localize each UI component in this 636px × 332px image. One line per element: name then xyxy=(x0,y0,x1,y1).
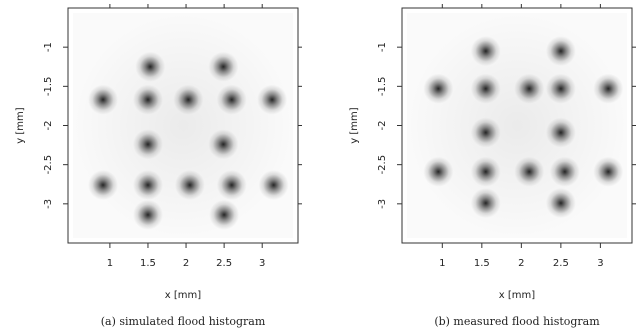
density-spot xyxy=(593,74,623,104)
x-tick-label: 1.5 xyxy=(474,258,490,269)
y-tick-label: -1.5 xyxy=(43,77,54,97)
density-spot xyxy=(514,74,544,104)
density-spot xyxy=(550,157,580,187)
y-tick-label: -1 xyxy=(43,42,54,52)
x-tick-label: 2.5 xyxy=(553,258,569,269)
density-spot xyxy=(88,85,118,115)
density-spot xyxy=(133,129,163,159)
x-tick-label: 1 xyxy=(107,258,113,269)
y-tick-label: -3 xyxy=(377,199,388,209)
density-spot xyxy=(133,170,163,200)
density-spot xyxy=(471,188,501,218)
density-spot xyxy=(88,170,118,200)
density-spot xyxy=(175,170,205,200)
background-haze xyxy=(73,13,293,238)
figure: 1 1.5 2 2.5 3 -1 -1.5 -2 -2.5 -3 x [mm] y [mm] (a) s… xyxy=(0,0,636,332)
x-axis-label: x [mm] xyxy=(499,290,535,301)
x-tick-label: 3 xyxy=(259,258,265,269)
density-spot xyxy=(257,85,287,115)
density-spot xyxy=(133,85,163,115)
y-tick-label: -2 xyxy=(43,121,54,131)
caption: (b) measured flood histogram xyxy=(434,315,600,328)
y-tick-label: -2.5 xyxy=(377,155,388,175)
density-spot xyxy=(423,74,453,104)
y-tick-label: -1 xyxy=(377,42,388,52)
y-tick-label: -2 xyxy=(377,121,388,131)
x-axis-label: x [mm] xyxy=(165,290,201,301)
x-tick-label: 3 xyxy=(597,258,603,269)
x-tick-label: 2 xyxy=(518,258,524,269)
y-tick-label: -3 xyxy=(43,199,54,209)
density-spot xyxy=(593,157,623,187)
density-spot xyxy=(208,52,238,82)
density-spot xyxy=(209,200,239,230)
density-spot xyxy=(133,200,163,230)
x-tick-label: 2 xyxy=(183,258,189,269)
density-spot xyxy=(546,188,576,218)
density-spot xyxy=(471,157,501,187)
y-axis-label: y [mm] xyxy=(349,107,360,143)
density-spot xyxy=(217,85,247,115)
density-spot xyxy=(471,118,501,148)
density-spot xyxy=(546,36,576,66)
density-spot xyxy=(423,157,453,187)
background-haze xyxy=(407,13,627,238)
density-spot xyxy=(471,36,501,66)
density-spot xyxy=(259,170,289,200)
y-tick-label: -2.5 xyxy=(43,155,54,175)
caption: (a) simulated flood histogram xyxy=(101,315,266,328)
density-spot xyxy=(514,157,544,187)
density-spot xyxy=(208,129,238,159)
y-axis-label: y [mm] xyxy=(15,107,26,143)
x-tick-label: 1 xyxy=(439,258,445,269)
density-spot xyxy=(173,85,203,115)
x-tick-label: 2.5 xyxy=(216,258,232,269)
density-spot xyxy=(471,74,501,104)
density-spot xyxy=(217,170,247,200)
x-tick-label: 1.5 xyxy=(140,258,156,269)
y-tick-label: -1.5 xyxy=(377,77,388,97)
density-spot xyxy=(546,118,576,148)
density-spot xyxy=(546,74,576,104)
density-spot xyxy=(135,52,165,82)
